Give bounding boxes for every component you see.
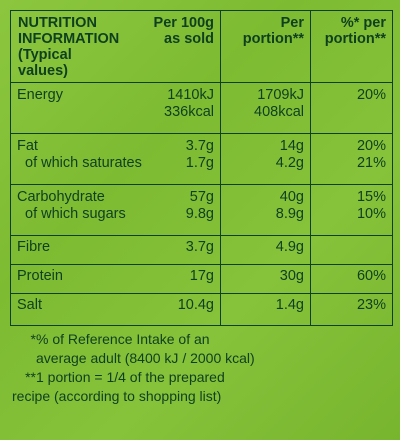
value: 1.7g [185,155,214,171]
cell-ri: 20% 21% [310,133,393,185]
cell-per-100g: 1410kJ 336kcal [110,82,221,134]
value: 10% [356,206,386,222]
cell-per-portion: 1709kJ 408kcal [220,82,311,134]
footnote-text: % of Reference Intake of an average adul… [36,330,392,368]
table-header-row: NUTRITION INFORMATION (Typical values) P… [10,10,393,83]
value: 20% [356,87,386,103]
row-label: Fibre [10,235,111,265]
header-line: NUTRITION [18,15,97,31]
label-line: Energy [17,87,63,103]
footnote-line: % of Reference Intake of an [36,331,210,347]
footnote-reference-intake: * % of Reference Intake of an average ad… [12,330,392,368]
footnote-mark: ** [25,369,36,385]
value: 14g [279,138,304,154]
header-line: (Typical values) [18,47,72,79]
value: 15% [356,189,386,205]
cell-per-portion: 30g [220,264,311,294]
row-label: Salt [10,293,111,326]
value: 40g [279,189,304,205]
cell-per-portion: 14g 4.2g [220,133,311,185]
label-line: Protein [17,268,63,284]
value: 336kcal [164,104,214,120]
value: 408kcal [254,104,304,120]
table-row-carbohydrate: Carbohydrate of which sugars 57g 9.8g 40… [10,184,393,236]
cell-per-100g: 57g 9.8g [110,184,221,236]
header-line: %* per [340,15,386,31]
row-label: Fat of which saturates [10,133,142,185]
value: 1709kJ [257,87,304,103]
footnote-text: 1 portion = 1/4 of the prepared recipe (… [12,368,392,406]
value: 10.4g [177,297,214,313]
label-line: Carbohydrate [17,189,105,205]
row-label: Carbohydrate of which sugars [10,184,126,236]
label-line: of which sugars [25,206,126,222]
value: 1410kJ [167,87,214,103]
value: 21% [356,155,386,171]
header-line: Per 100g [153,15,214,31]
header-ri-per-portion: %* per portion** [310,10,393,83]
header-line: portion** [242,31,304,47]
value: 23% [356,297,386,313]
cell-per-portion: 4.9g [220,235,311,265]
value: 3.7g [185,138,214,154]
cell-ri [310,235,393,265]
cell-per-100g: 3.7g 1.7g [110,133,221,185]
value: 8.9g [275,206,304,222]
table-row-fat: Fat of which saturates 3.7g 1.7g 14g 4.2… [10,133,393,185]
footnote-portion: ** 1 portion = 1/4 of the prepared recip… [12,368,392,406]
table-row-energy: Energy 1410kJ 336kcal 1709kJ 408kcal 20% [10,82,393,134]
cell-per-100g: 17g [110,264,221,294]
header-line: as sold [164,31,214,47]
cell-per-100g: 10.4g [110,293,221,326]
label-line: Fat [17,138,38,154]
value: 4.9g [275,239,304,255]
row-label: Energy [10,82,111,134]
label-line: of which saturates [25,155,142,171]
header-nutrition-information: NUTRITION INFORMATION (Typical values) [10,10,120,83]
row-label: Protein [10,264,111,294]
value: 9.8g [185,206,214,222]
cell-per-portion: 1.4g [220,293,311,326]
footnote-line: 1 portion = 1/4 of the prepared [36,369,225,385]
label-line: Fibre [17,239,51,255]
header-line: INFORMATION [18,31,120,47]
value: 30g [279,268,304,284]
header-line: Per [280,15,304,31]
table-row-protein: Protein 17g 30g 60% [10,264,393,294]
value: 57g [189,189,214,205]
cell-per-portion: 40g 8.9g [220,184,311,236]
cell-per-100g: 3.7g [110,235,221,265]
cell-ri: 60% [310,264,393,294]
footnotes: * % of Reference Intake of an average ad… [12,330,392,406]
value: 3.7g [185,239,214,255]
label-line: Salt [17,297,42,313]
value: 4.2g [275,155,304,171]
value: 17g [189,268,214,284]
nutrition-panel: NUTRITION INFORMATION (Typical values) P… [10,10,393,326]
footnote-line: recipe (according to shopping list) [12,388,222,404]
table-row-salt: Salt 10.4g 1.4g 23% [10,293,393,326]
table-row-fibre: Fibre 3.7g 4.9g [10,235,393,265]
header-per-100g: Per 100g as sold [110,10,221,83]
header-line: portion** [324,31,386,47]
nutrition-table: NUTRITION INFORMATION (Typical values) P… [10,10,393,326]
value: 1.4g [275,297,304,313]
value: 20% [356,138,386,154]
header-per-portion: Per portion** [220,10,311,83]
footnote-line: average adult (8400 kJ / 2000 kcal) [36,350,255,366]
cell-ri: 23% [310,293,393,326]
cell-ri: 15% 10% [310,184,393,236]
value: 60% [356,268,386,284]
cell-ri: 20% [310,82,393,134]
footnote-mark: * [30,331,36,347]
